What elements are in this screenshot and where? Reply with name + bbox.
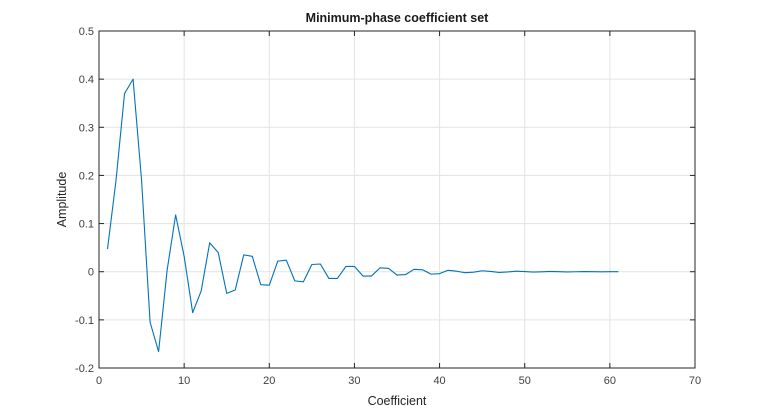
y-tick-label: 0.4 — [79, 74, 94, 86]
y-tick-label: 0.5 — [79, 26, 94, 38]
y-tick-label: -0.2 — [75, 363, 94, 375]
y-tick-label: 0.2 — [79, 170, 94, 182]
plot-area — [99, 31, 695, 368]
y-tick-label: 0.3 — [79, 122, 94, 134]
series-line — [106, 78, 619, 353]
x-tick-label: 0 — [96, 375, 102, 387]
y-axis-label: Amplitude — [55, 172, 69, 228]
y-tick-label: -0.1 — [75, 315, 94, 327]
x-tick-label: 30 — [348, 375, 360, 387]
data-series — [106, 78, 619, 353]
x-tick-label: 40 — [433, 375, 445, 387]
axes — [98, 30, 696, 369]
axes-box — [98, 30, 696, 369]
x-tick-label: 60 — [604, 375, 616, 387]
grid-lines — [99, 31, 695, 368]
chart-title: Minimum-phase coefficient set — [306, 11, 490, 25]
x-tick-label: 70 — [689, 375, 701, 387]
x-tick-label: 20 — [263, 375, 275, 387]
x-axis-ticks: 0 10 20 30 40 50 60 70 — [96, 31, 701, 387]
x-tick-label: 10 — [178, 375, 190, 387]
y-axis-ticks: -0.2 -0.1 0 0.1 0.2 0.3 0.4 0.5 — [75, 26, 695, 375]
x-tick-label: 50 — [519, 375, 531, 387]
x-axis-label: Coefficient — [368, 394, 427, 408]
y-tick-label: 0 — [88, 267, 94, 279]
y-tick-label: 0.1 — [79, 219, 94, 231]
